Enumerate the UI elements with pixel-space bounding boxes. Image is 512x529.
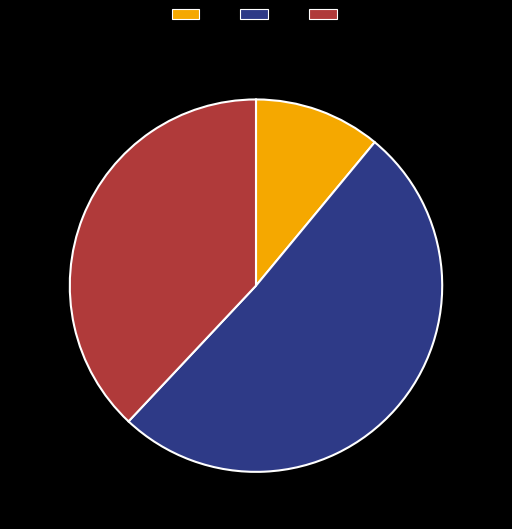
Legend: , , : , ,: [166, 3, 346, 26]
Wedge shape: [256, 99, 375, 286]
Wedge shape: [70, 99, 256, 422]
Wedge shape: [129, 142, 442, 472]
